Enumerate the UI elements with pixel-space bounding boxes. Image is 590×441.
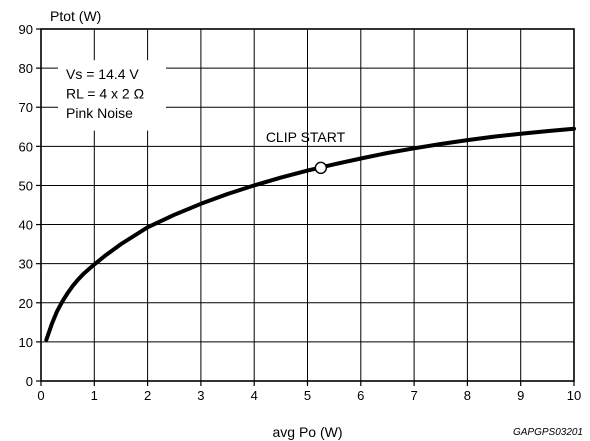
plot-frame: [40, 28, 575, 382]
x-tick-label: 3: [197, 388, 204, 403]
series-line: [44, 126, 576, 342]
clip-start-label: CLIP START: [266, 129, 346, 145]
x-tick-label: 5: [304, 388, 311, 403]
annotation-vs: Vs = 14.4 V: [66, 66, 139, 82]
x-tick-label: 10: [567, 388, 581, 403]
figure-code: GAPGPS03201: [513, 427, 583, 438]
annotation-rl: RL = 4 x 2 Ω: [66, 85, 144, 101]
tick-labels: 0 1 2 3 4 5 6 7 8 9 10 0 10 20 30 40 50 60 70 80 90: [19, 22, 582, 403]
y-tick-label: 10: [19, 335, 33, 350]
y-tick-label: 90: [19, 22, 33, 37]
y-tick-label: 70: [19, 100, 33, 115]
x-axis-label: avg Po (W): [272, 424, 342, 440]
x-tick-label: 7: [410, 388, 417, 403]
x-tick-label: 2: [144, 388, 151, 403]
y-tick-label: 60: [19, 139, 33, 154]
x-tick-label: 0: [37, 388, 44, 403]
y-tick-label: 20: [19, 296, 33, 311]
clip-start-marker: [314, 161, 328, 175]
y-tick-label: 50: [19, 178, 33, 193]
x-tick-label: 1: [91, 388, 98, 403]
grid: [41, 29, 574, 381]
y-tick-label: 0: [26, 374, 33, 389]
y-tick-label: 30: [19, 257, 33, 272]
annotation-noise: Pink Noise: [66, 105, 133, 121]
y-tick-label: 80: [19, 61, 33, 76]
x-tick-label: 8: [464, 388, 471, 403]
x-tick-label: 6: [357, 388, 364, 403]
annotation-background: [58, 60, 166, 131]
x-tick-label: 4: [251, 388, 258, 403]
x-tick-label: 9: [517, 388, 524, 403]
y-axis-label: Ptot (W): [50, 8, 101, 24]
y-tick-label: 40: [19, 218, 33, 233]
